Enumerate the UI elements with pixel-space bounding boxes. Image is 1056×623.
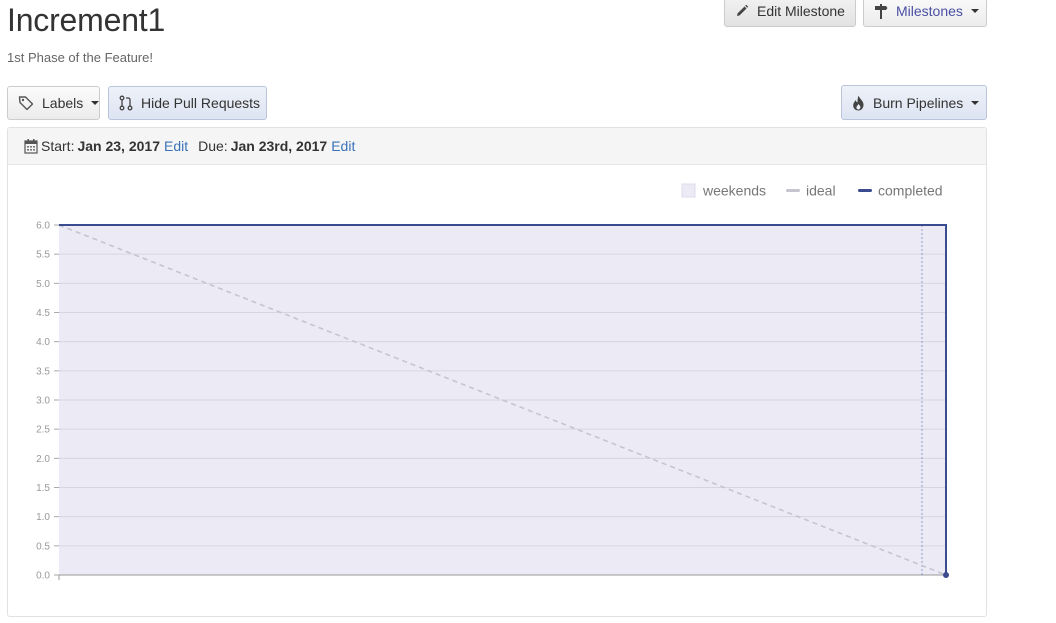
due-date: Jan 23rd, 2017 [230,138,328,154]
legend-item-completed: completed [858,183,943,199]
hide-pull-requests-button[interactable]: Hide Pull Requests [108,86,267,120]
y-tick-label: 3.5 [36,366,50,377]
edit-start-link[interactable]: Edit [163,138,189,154]
y-tick-label: 4.0 [36,337,50,348]
completed-line [59,224,947,575]
completed-point [943,572,949,578]
hide-pull-requests-label: Hide Pull Requests [141,95,261,111]
y-tick-label: 3.0 [36,396,50,407]
edit-due-link[interactable]: Edit [331,138,356,154]
burndown-panel: Start: Jan 23, 2017 Edit Due: Jan 23rd, … [7,127,987,617]
burn-pipelines-dropdown[interactable]: Burn Pipelines [841,85,987,120]
legend-item-ideal: ideal [786,183,836,199]
y-tick-label: 0.0 [36,571,50,582]
y-tick-label: 2.5 [36,425,50,436]
legend-swatch [858,189,872,192]
labels-label: Labels [42,95,84,111]
chevron-down-icon [971,100,980,105]
edit-milestone-button[interactable]: Edit Milestone [724,0,856,27]
due-label: Due: [198,138,228,154]
y-tick-label: 6.0 [36,221,50,232]
milestones-dropdown[interactable]: Milestones [863,0,987,27]
calendar-icon [24,139,38,154]
y-tick-label: 0.5 [36,541,50,552]
labels-dropdown[interactable]: Labels [7,86,100,120]
chevron-down-icon [91,101,100,105]
y-tick-label: 5.5 [36,250,50,261]
start-date: Jan 23, 2017 [77,138,160,154]
y-tick-label: 4.5 [36,308,50,319]
burn-pipelines-label: Burn Pipelines [873,94,964,111]
y-tick-label: 1.5 [36,483,50,494]
milestone-dates-bar: Start: Jan 23, 2017 Edit Due: Jan 23rd, … [8,128,986,165]
y-tick-label: 1.0 [36,512,50,523]
legend-swatch [786,189,800,192]
flame-icon [853,95,864,110]
page-subtitle: 1st Phase of the Feature! [7,50,153,65]
legend-label: completed [878,183,943,199]
signpost-icon [875,3,888,19]
burndown-chart: weekends ideal completed 0.0 0.5 1.0 1.5 2.0 2.… [8,164,986,619]
chart-plot-area: 0.0 0.5 1.0 1.5 2.0 2.5 3.0 3.5 4.0 4.5 5.0 5.5 6.0 [36,221,949,582]
milestones-label: Milestones [896,2,963,19]
legend-swatch [681,183,696,198]
legend-label: ideal [806,183,836,199]
edit-milestone-label: Edit Milestone [757,2,845,19]
y-tick-label: 5.0 [36,279,50,290]
chevron-down-icon [970,8,979,13]
legend-label: weekends [702,183,766,199]
burndown-chart-svg: weekends ideal completed 0.0 0.5 1.0 1.5 2.0 2.… [36,183,949,582]
pencil-icon [737,4,749,16]
chart-legend: weekends ideal completed [681,183,943,199]
legend-item-weekends: weekends [681,183,766,199]
y-tick-label: 2.0 [36,454,50,465]
start-label: Start: [41,138,75,154]
pull-request-icon [119,95,133,111]
ideal-line [58,224,947,576]
page-title: Increment1 [7,2,166,38]
tag-icon [18,96,34,111]
